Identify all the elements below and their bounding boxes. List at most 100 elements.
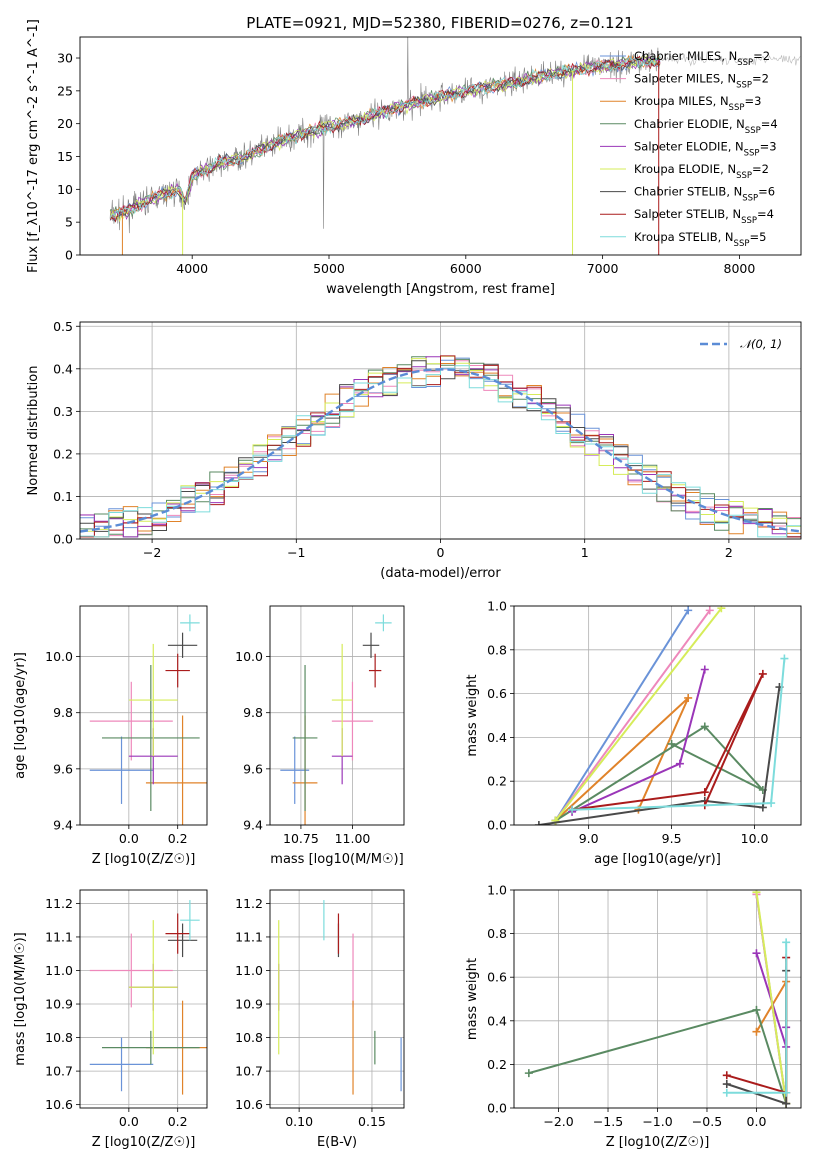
age-vs-Z-xtick-label: 0.2	[168, 831, 188, 846]
spectrum-frame	[79, 36, 802, 256]
weight-marker	[780, 654, 789, 663]
legend-nssp: =4	[757, 207, 774, 221]
mass-vs-Z-ytick-label: 11.2	[45, 896, 73, 911]
spectrum-xtick-label: 8000	[724, 261, 756, 276]
weight-vs-age-ytick-label: 0.0	[487, 818, 507, 833]
model-spectrum-line	[109, 54, 661, 220]
weight-vs-Z-ytick-label: 1.0	[487, 883, 507, 898]
model-spectrum-line	[109, 56, 661, 220]
age-vs-mass-xtick-label: 11.00	[335, 831, 371, 846]
weight-vs-Z-ytick-label: 0.8	[487, 926, 507, 941]
residuals-xtick-label: −1	[287, 545, 305, 560]
weight-vs-age-ytick-label: 1.0	[487, 599, 507, 614]
weight-marker	[722, 1071, 731, 1080]
model-spectrum-line	[109, 55, 661, 223]
legend-nssp: =2	[753, 49, 770, 63]
mass-vs-EBV-ytick-label: 10.9	[235, 997, 263, 1012]
mass-vs-Z-frame	[79, 889, 208, 1109]
weight-marker	[717, 606, 726, 613]
age-vs-Z-xlabel: Z [log10(Z/Z☉)]	[92, 852, 196, 867]
spectrum-ytick-label: 25	[57, 83, 73, 98]
age-vs-mass-ytick-label: 9.6	[243, 761, 263, 776]
weight-series-line	[755, 892, 788, 1104]
residuals-ytick-label: 0.3	[53, 404, 73, 419]
legend-nssp: =2	[752, 162, 769, 176]
age-vs-mass-frame	[269, 605, 405, 826]
mass-vs-EBV-xtick-label: 0.10	[285, 1114, 313, 1129]
weight-marker	[752, 1005, 761, 1014]
weight-marker	[767, 799, 776, 808]
weight-vs-age-series	[534, 606, 789, 825]
age-vs-mass-xtick-label: 10.75	[283, 831, 319, 846]
weight-vs-Z-xtick-label: −2.0	[543, 1114, 573, 1129]
weight-vs-Z-xtick-label: −1.0	[642, 1114, 672, 1129]
weight-vs-age-xtick-label: 10.0	[741, 831, 769, 846]
weight-marker	[722, 1088, 731, 1097]
mass-vs-EBV-ytick-label: 11.2	[235, 896, 263, 911]
observed-spectrum-line	[109, 37, 661, 234]
model-spectrum-line	[109, 55, 661, 219]
gaussian-reference-curve	[80, 368, 801, 533]
mass-vs-EBV-xtick-label: 0.15	[358, 1114, 386, 1129]
weight-vs-Z-xtick-label: −0.5	[692, 1114, 722, 1129]
weight-vs-age-ylabel: mass weight	[465, 674, 480, 756]
legend-sub: SSP	[736, 171, 752, 181]
legend-nssp: =2	[752, 72, 769, 86]
weight-vs-age-ytick-label: 0.4	[487, 730, 507, 745]
spectrum-xtick-label: 6000	[450, 261, 482, 276]
residuals-ytick-label: 0.2	[53, 446, 73, 461]
weight-vs-Z-ytick-label: 0.2	[487, 1057, 507, 1072]
weight-marker	[684, 606, 693, 615]
legend-entry: Chabrier ELODIE, NSSP=4	[634, 117, 778, 136]
weight-vs-age-xtick-label: 9.0	[579, 831, 599, 846]
spectrum-ytick-label: 15	[57, 149, 73, 164]
weight-vs-Z-xtick-label: −1.5	[593, 1114, 623, 1129]
model-spectrum-line	[109, 55, 661, 222]
weight-marker	[758, 669, 767, 678]
spectrum-xtick-label: 5000	[313, 261, 345, 276]
legend-sub: SSP	[734, 239, 750, 249]
mass-vs-Z-ylabel: mass [log10(M/M☉)]	[13, 932, 28, 1065]
age-vs-mass-ytick-label: 9.8	[243, 705, 263, 720]
residuals-xtick-label: −2	[143, 545, 161, 560]
mass-vs-Z-ytick-label: 10.7	[45, 1064, 73, 1079]
legend-entry: Chabrier STELIB, NSSP=6	[634, 185, 775, 204]
weight-marker	[752, 1027, 761, 1036]
legend-sub: SSP	[742, 194, 758, 204]
weight-vs-Z-xlabel: Z [log10(Z/Z☉)]	[606, 1135, 710, 1150]
weight-vs-Z-series	[524, 890, 791, 1108]
mass-vs-EBV-ytick-label: 10.6	[235, 1097, 263, 1112]
mass-vs-EBV-ytick-label: 10.7	[235, 1064, 263, 1079]
residual-hists	[80, 355, 801, 538]
age-vs-mass-points	[280, 614, 392, 825]
model-spectrum-line	[109, 56, 661, 218]
weight-marker	[700, 788, 709, 797]
model-spectrum-line	[109, 53, 661, 222]
weight-marker	[675, 759, 684, 768]
weight-marker	[700, 665, 709, 674]
observed-spectrum-tail	[659, 51, 801, 67]
weight-vs-age-ytick-label: 0.2	[487, 774, 507, 789]
legend-nssp: =6	[758, 185, 775, 199]
mass-vs-Z-ytick-label: 10.6	[45, 1097, 73, 1112]
spectrum-ytick-label: 20	[57, 116, 73, 131]
legend-sub: SSP	[745, 126, 761, 136]
age-vs-Z-ytick-label: 9.4	[53, 818, 73, 833]
spectrum-ytick-label: 30	[57, 51, 73, 66]
spectrum-ytick-label: 10	[57, 182, 73, 197]
legend-entry: Kroupa ELODIE, NSSP=2	[634, 162, 769, 181]
mass-vs-Z-xtick-label: 0.2	[168, 1114, 188, 1129]
residuals-axes: −2 −1 0 1 2 0.0 0.1 0.2 0.3 0.4 0.5 (data-model)/er…	[26, 319, 802, 581]
weight-marker	[722, 1080, 731, 1089]
weight-series-line	[554, 609, 690, 822]
age-vs-mass-ytick-label: 9.4	[243, 818, 263, 833]
weight-series-line	[571, 673, 764, 811]
weight-vs-Z-axes: −2.0 −1.5 −1.0 −0.5 0.0 0.0 0.2 0.4 0.6 0.8 1.0 Z […	[465, 883, 802, 1150]
weight-marker	[752, 890, 761, 897]
weight-vs-Z-ytick-label: 0.0	[487, 1101, 507, 1116]
weight-marker	[534, 821, 543, 825]
mass-vs-Z-axes: 0.0 0.2 10.6 10.7 10.8 10.9 11.0 11.1 11.2 Z [log…	[13, 889, 208, 1150]
weight-marker	[700, 722, 709, 731]
age-vs-Z-xtick-label: 0.0	[119, 831, 139, 846]
